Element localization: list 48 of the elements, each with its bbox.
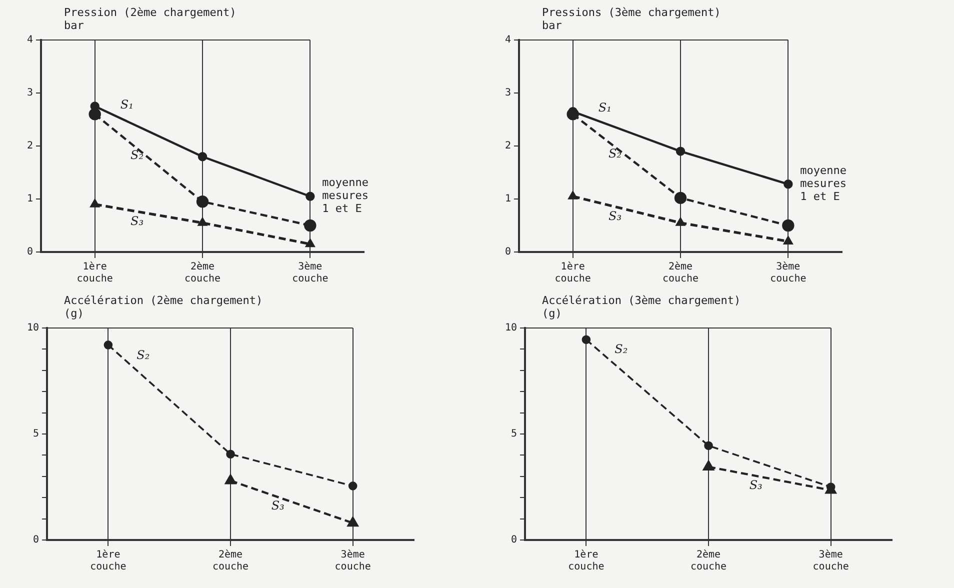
- y-tick-label: 3: [504, 88, 512, 99]
- x-tick-label: 1ère couche: [76, 262, 113, 285]
- y-tick-label: 0: [33, 534, 40, 546]
- x-tick-label: 2ème couche: [184, 262, 221, 285]
- x-tick-label: 1ère couche: [568, 550, 604, 573]
- x-tick-label: 1ère couche: [90, 550, 126, 573]
- y-tick-label: 1: [26, 194, 34, 205]
- y-tick-label: 0: [511, 534, 518, 546]
- y-tick-label: 1: [504, 194, 512, 205]
- y-tick-label: 2: [26, 140, 34, 152]
- y-tick-label: 0: [26, 246, 34, 258]
- y-tick-label: 5: [33, 428, 40, 440]
- y-tick-label: 5: [511, 428, 518, 440]
- x-tick-label: 3ème couche: [812, 550, 849, 573]
- series-label: S₁: [120, 97, 134, 112]
- y-tick-label: 2: [504, 140, 512, 152]
- series-label: S₃: [608, 208, 622, 223]
- y-axis-title: bar: [64, 19, 85, 32]
- y-tick-label: 4: [504, 34, 512, 46]
- y-tick-label: 0: [504, 246, 512, 258]
- chart-title: Accélération (2ème chargement): [64, 294, 263, 307]
- y-axis-title: (g): [542, 307, 563, 320]
- x-tick-label: 1ère couche: [554, 262, 591, 285]
- x-tick-label: 3ème couche: [292, 262, 328, 285]
- chart-title: Pressions (3ème chargement): [542, 6, 721, 19]
- series-label: S₁: [598, 100, 612, 115]
- y-tick-label: 10: [504, 322, 518, 334]
- series-label: S₂: [130, 148, 144, 162]
- chart-title: Pression (2ème chargement): [64, 6, 236, 19]
- series-label: S₃: [130, 214, 144, 228]
- x-tick-label: 2ème couche: [662, 262, 699, 285]
- y-axis-title: (g): [64, 307, 85, 320]
- x-tick-label: 3ème couche: [770, 262, 806, 285]
- y-tick-label: 3: [26, 88, 34, 99]
- y-tick-label: 4: [26, 34, 34, 46]
- series-label: S₃: [271, 498, 285, 513]
- annotation: moyenne mesures 1 et E: [322, 176, 369, 216]
- series-label: S₃: [749, 478, 763, 492]
- y-axis-title: bar: [542, 19, 563, 32]
- chart-title: Accélération (3ème chargement): [542, 294, 741, 307]
- y-tick-label: 10: [26, 322, 40, 334]
- series-label: S₂: [614, 342, 628, 356]
- series-label: S₂: [136, 348, 150, 362]
- x-tick-label: 2ème couche: [690, 550, 727, 573]
- x-tick-label: 2ème couche: [212, 550, 249, 573]
- x-tick-label: 3ème couche: [334, 550, 371, 573]
- annotation: moyenne mesures 1 et E: [800, 164, 847, 204]
- series-label: S₂: [608, 146, 622, 161]
